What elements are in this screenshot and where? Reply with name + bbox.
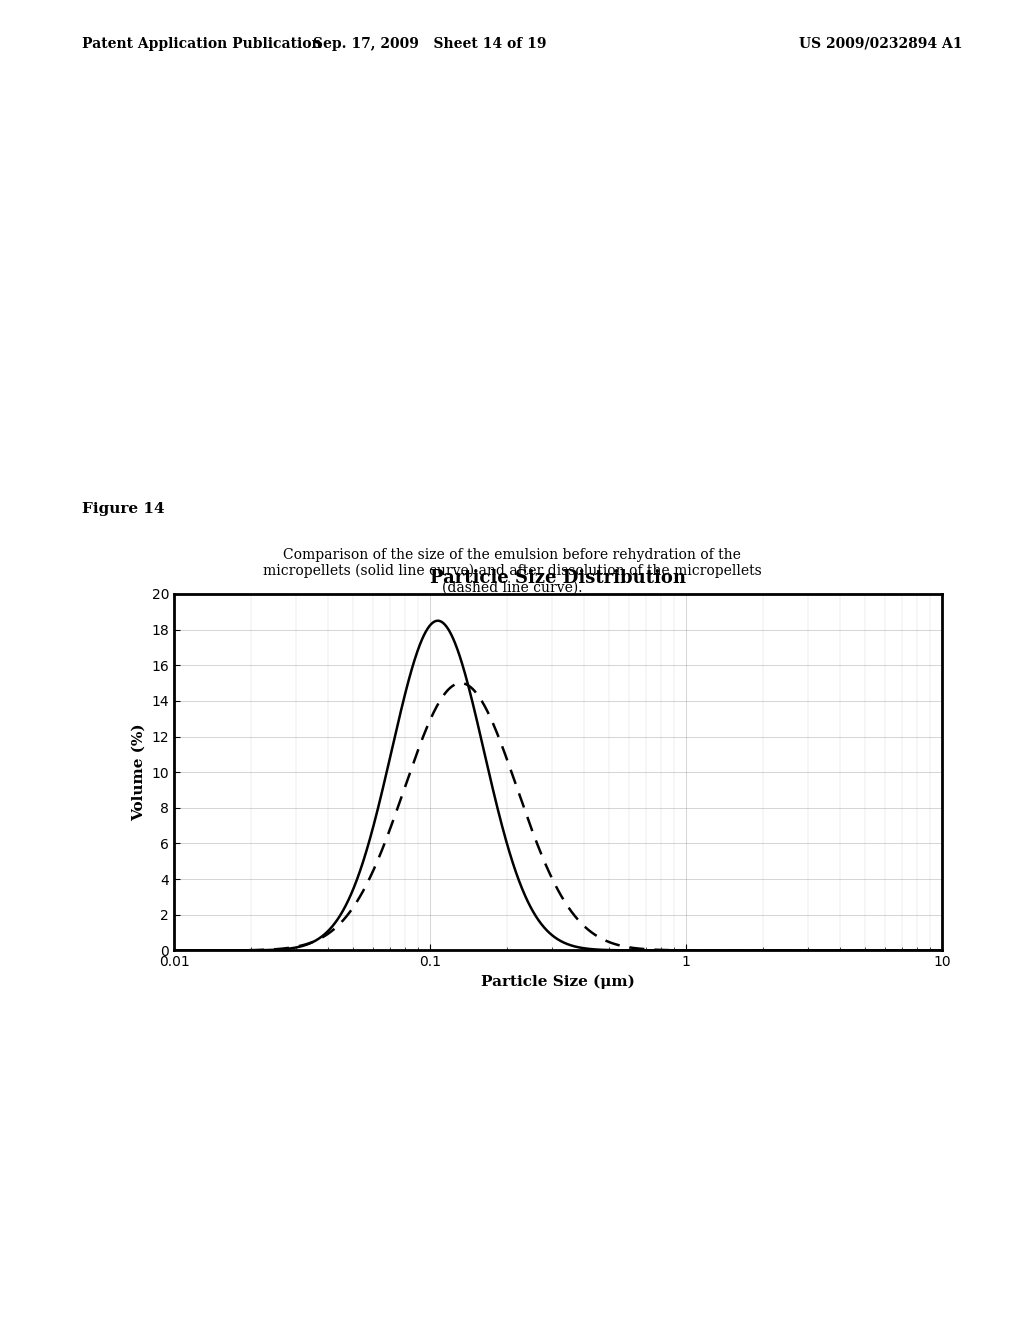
Text: Patent Application Publication: Patent Application Publication xyxy=(82,37,322,51)
Text: US 2009/0232894 A1: US 2009/0232894 A1 xyxy=(799,37,963,51)
Text: Comparison of the size of the emulsion before rehydration of the
micropellets (s: Comparison of the size of the emulsion b… xyxy=(262,548,762,595)
X-axis label: Particle Size (μm): Particle Size (μm) xyxy=(481,974,635,989)
Title: Particle Size Distribution: Particle Size Distribution xyxy=(430,569,686,587)
Y-axis label: Volume (%): Volume (%) xyxy=(132,723,145,821)
Text: Figure 14: Figure 14 xyxy=(82,502,165,516)
Text: Sep. 17, 2009   Sheet 14 of 19: Sep. 17, 2009 Sheet 14 of 19 xyxy=(313,37,547,51)
